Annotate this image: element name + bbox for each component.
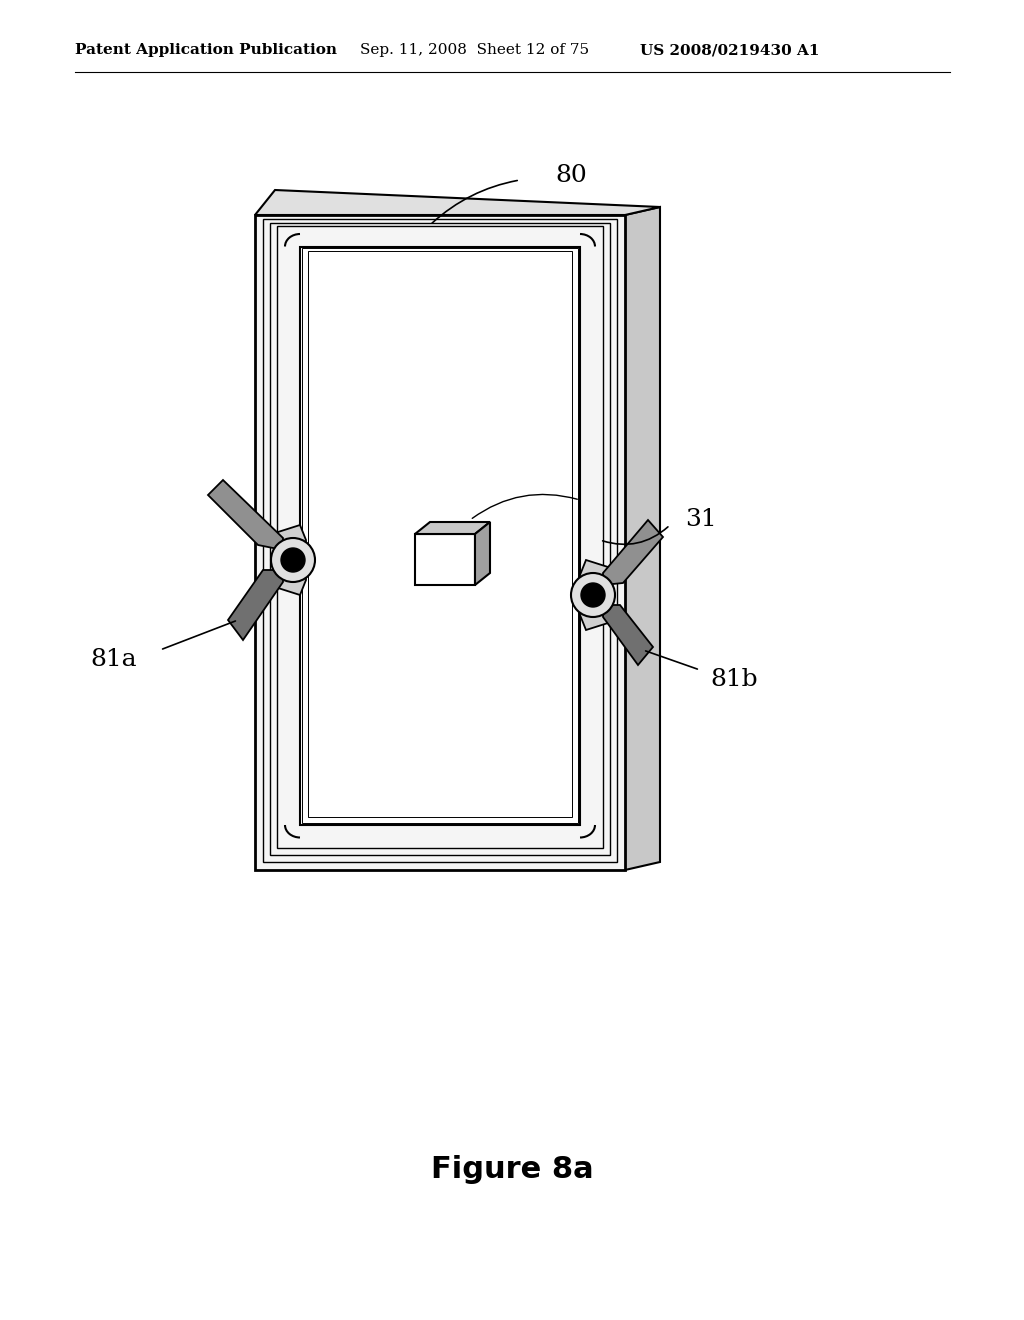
Polygon shape <box>415 521 490 535</box>
Text: US 2008/0219430 A1: US 2008/0219430 A1 <box>640 44 819 57</box>
Circle shape <box>571 573 615 616</box>
Text: Sep. 11, 2008  Sheet 12 of 75: Sep. 11, 2008 Sheet 12 of 75 <box>360 44 589 57</box>
Polygon shape <box>580 560 613 630</box>
Polygon shape <box>255 190 660 215</box>
Text: 81a: 81a <box>90 648 136 672</box>
Polygon shape <box>273 525 306 595</box>
Circle shape <box>281 548 305 572</box>
Polygon shape <box>415 535 475 585</box>
Text: 80: 80 <box>555 164 587 186</box>
Polygon shape <box>255 215 625 870</box>
Circle shape <box>581 583 605 607</box>
Text: Figure 8a: Figure 8a <box>431 1155 593 1184</box>
Text: Patent Application Publication: Patent Application Publication <box>75 44 337 57</box>
Polygon shape <box>208 480 283 550</box>
Polygon shape <box>228 570 283 640</box>
Polygon shape <box>603 605 653 665</box>
Circle shape <box>271 539 315 582</box>
Text: 81b: 81b <box>710 668 758 692</box>
Polygon shape <box>603 520 663 585</box>
Polygon shape <box>475 521 490 585</box>
Polygon shape <box>625 207 660 870</box>
Text: 31: 31 <box>685 508 717 532</box>
Polygon shape <box>300 247 580 825</box>
